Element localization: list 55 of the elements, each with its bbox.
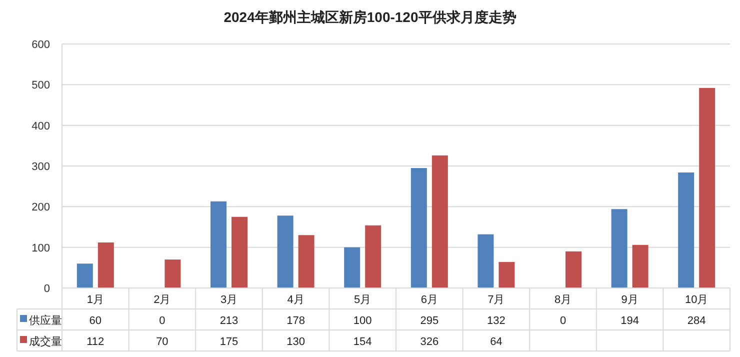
x-tick-label: 4月 [287,294,304,306]
bar [632,244,648,288]
y-tick-label: 400 [32,120,50,132]
data-label: 60 [89,315,102,327]
bar [298,235,314,288]
bar [699,88,716,288]
bar [277,216,294,288]
bar [76,264,93,288]
y-tick-label: 600 [32,39,50,51]
bar [210,201,226,288]
y-tick-label: 0 [44,283,50,295]
legend-label: 成交量 [29,335,62,348]
data-label: 64 [490,336,502,348]
x-tick-label: 7月 [488,294,505,306]
bar [611,209,628,288]
y-tick-label: 300 [32,161,50,173]
data-label: 175 [220,336,238,348]
bar [678,172,694,288]
data-label: 0 [159,315,166,327]
x-tick-label: 5月 [354,294,372,306]
x-tick-label: 10月 [684,294,708,306]
data-label: 112 [86,336,104,348]
x-tick-label: 1月 [86,294,104,306]
data-label: 154 [353,336,372,348]
bar [164,260,181,288]
y-tick-label: 200 [32,202,50,214]
legend-label: 供应量 [29,314,62,327]
data-label: 130 [286,336,305,348]
data-label: 0 [560,315,566,327]
data-label: 213 [220,315,238,327]
data-label: 295 [420,315,439,327]
bar [232,216,248,288]
data-label: 178 [286,315,305,327]
data-label: 284 [687,315,706,327]
y-tick-label: 100 [32,242,50,254]
data-label: 100 [353,315,372,327]
bar [410,168,427,288]
bar [566,251,582,288]
data-label: 194 [620,315,639,327]
y-tick-label: 500 [32,80,50,92]
bar [432,155,448,288]
chart-title: 2024年鄞州主城区新房100-120平供求月度走势 [224,9,516,25]
x-tick-label: 3月 [220,294,238,306]
bar [498,262,515,288]
bar [98,242,114,288]
bar [344,247,360,288]
bar [478,234,494,288]
x-tick-label: 2月 [154,294,171,306]
data-label: 132 [487,315,506,327]
x-tick-label: 9月 [621,294,638,306]
x-tick-label: 6月 [420,294,438,306]
x-tick-label: 8月 [554,294,572,306]
bar [365,225,382,288]
data-label: 326 [420,336,439,348]
data-label: 70 [156,336,168,348]
